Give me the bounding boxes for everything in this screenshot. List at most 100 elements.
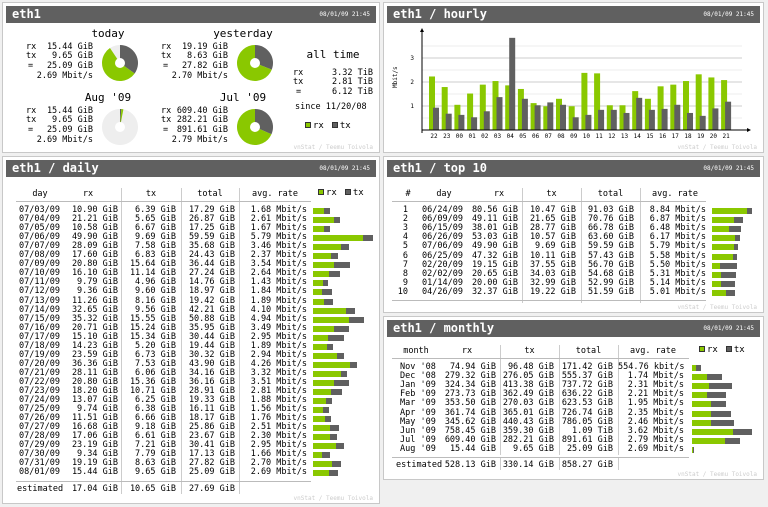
cell-month: Jul '09: [400, 434, 436, 445]
cell-total: 27.24 GiB: [188, 268, 235, 279]
cell-day: 07/03/09: [19, 205, 60, 215]
cell-day: 06/15/09: [422, 223, 463, 234]
daily-panel: eth1 / daily 08/01/09 21:45 vnStat / Teemu…: [2, 156, 380, 504]
x-tick-label: 06: [532, 133, 540, 140]
tx-value: 282.21 GiB: [176, 115, 228, 125]
bar-tx: [733, 244, 739, 251]
total-value: 25.09 GiB: [46, 125, 93, 135]
column-header: total: [597, 189, 624, 199]
x-tick-label: 13: [621, 133, 629, 140]
bar-tx: [322, 407, 330, 414]
table-row: 07/22/09 20.80 GiB 15.36 GiB 36.16 GiB 3.51 …: [3, 377, 379, 387]
traffic-bar: [313, 461, 341, 468]
x-tick-label: 15: [646, 133, 654, 140]
cell-total: 42.21 GiB: [188, 304, 235, 315]
column-separator: [239, 188, 240, 488]
monthly-panel: eth1 / monthly 08/01/09 21:45 vnStat / Tee…: [383, 316, 764, 480]
cell-tx: 440.43 GiB: [502, 416, 554, 427]
x-tick-label: 01: [468, 133, 476, 140]
bar-tx: [323, 226, 331, 233]
legend-rx-label: rx: [707, 345, 718, 355]
cell-avgrate: 3.62 Mbit/s: [627, 425, 684, 436]
bar-tx: [711, 410, 732, 417]
cell-rx: 38.01 GiB: [471, 223, 518, 234]
cell-tx: 9.65 GiB: [513, 443, 554, 454]
cell-avgrate: 5.31 Mbit/s: [649, 268, 706, 279]
cell-day: 07/27/09: [19, 422, 60, 433]
panel-header: eth1 / daily 08/01/09 21:45: [6, 160, 376, 177]
bar-rx: [313, 461, 333, 468]
cell-total: 30.41 GiB: [188, 440, 235, 451]
cell-avgrate: 6.17 Mbit/s: [649, 232, 706, 243]
bar-rx: [712, 226, 729, 233]
alltime-rx: 3.32 TiB: [332, 68, 373, 78]
cell-total: 25.09 GiB: [566, 443, 613, 454]
block-title: Jul '09: [219, 91, 267, 104]
bar-rx: [313, 253, 331, 260]
traffic-bar: [313, 389, 343, 395]
cell-month: Apr '09: [400, 407, 436, 418]
bar-rx: [313, 208, 324, 214]
cell-avgrate: 4.10 Mbit/s: [250, 304, 307, 315]
table-row: 07/18/09 14.23 GiB 5.20 GiB 19.44 GiB 1.89 M…: [3, 341, 379, 351]
bar-rx: [313, 298, 325, 305]
traffic-bar: [313, 298, 333, 305]
table-row: 10 04/26/09 32.37 GiB 19.22 GiB 51.59 GiB 5.0…: [384, 287, 763, 297]
rate-value: 2.69 Mbit/s: [36, 135, 93, 145]
table-row: Jul '09 609.40 GiB 282.21 GiB 891.61 GiB 2.7…: [384, 434, 763, 445]
rx-bar: [619, 105, 626, 130]
bar-rx: [712, 253, 733, 260]
cell-day: 07/14/09: [19, 304, 60, 315]
rate-value: 2.69 Mbit/s: [36, 71, 93, 81]
cell-avgrate: 5.58 Mbit/s: [649, 250, 706, 261]
table-row: May '09 345.62 GiB 440.43 GiB 786.05 GiB 2.4…: [384, 416, 763, 427]
cell-total: 36.44 GiB: [188, 259, 235, 270]
table-row: Mar '09 353.50 GiB 270.03 GiB 623.53 GiB 1.9…: [384, 399, 763, 408]
table-row: Aug '09 15.44 GiB 9.65 GiB 25.09 GiB 2.69 Mb…: [384, 443, 763, 454]
cell-day: 07/19/09: [19, 349, 60, 360]
cell-day: 07/26/09: [19, 413, 60, 424]
column-separator: [618, 345, 619, 455]
x-tick-label: 14: [634, 133, 642, 140]
cell-day: 07/08/09: [19, 250, 60, 261]
y-axis-label: Mbit/s: [392, 66, 399, 88]
tx-label: tx: [161, 115, 172, 125]
tx-bar: [661, 108, 668, 130]
bar-rx: [712, 244, 734, 251]
table-row: 07/20/09 36.36 GiB 7.53 GiB 43.90 GiB 4.26 M…: [3, 359, 379, 369]
header-rule: [392, 358, 689, 359]
cell-rank: 4: [402, 232, 408, 243]
rx-value: 15.44 GiB: [46, 106, 93, 116]
cell-rx: 609.40 GiB: [444, 434, 496, 445]
traffic-bar: [692, 419, 735, 426]
cell-rx: 11.51 GiB: [71, 413, 118, 424]
table-row: 07/14/09 32.65 GiB 9.56 GiB 42.21 GiB 4.10 M…: [3, 304, 379, 315]
cell-rx: 324.34 GiB: [444, 380, 496, 391]
column-header: avg. rate: [629, 346, 677, 356]
cell-total: 14.76 GiB: [188, 277, 235, 288]
cell-avgrate: 2.69 Mbit/s: [250, 467, 307, 478]
cell-avgrate: 1.84 Mbit/s: [250, 286, 307, 297]
column-header: tx: [524, 346, 535, 356]
cell-avgrate: 6.87 Mbit/s: [649, 214, 706, 225]
table-row: 8 02/02/09 20.65 GiB 34.03 GiB 54.68 GiB 5.31…: [384, 268, 763, 279]
cell-avgrate: 1.68 Mbit/s: [250, 205, 307, 215]
table-row: Jun '09 758.45 GiB 359.30 GiB 1.09 TiB 3.62 …: [384, 425, 763, 436]
traffic-bar: [313, 235, 373, 242]
rx-label: rx: [293, 68, 304, 78]
cell-total: 891.61 GiB: [561, 434, 613, 445]
legend-rx-label: rx: [313, 121, 324, 131]
traffic-bar: [313, 271, 341, 278]
bar-tx: [329, 271, 341, 278]
x-tick-label: 10: [583, 133, 591, 140]
cell-tx: 11.14 GiB: [129, 268, 176, 279]
cell-tx: 9.18 GiB: [135, 422, 176, 433]
footer-rule: [392, 457, 689, 458]
table-row: 07/25/09 9.74 GiB 6.38 GiB 16.11 GiB 1.56 Mb…: [3, 405, 379, 414]
traffic-bar: [313, 307, 356, 314]
tx-bar: [648, 109, 655, 130]
traffic-bar: [313, 280, 328, 287]
cell-rx: 19.15 GiB: [471, 259, 518, 270]
cell-rx: 53.03 GiB: [471, 232, 518, 243]
bar-rx: [313, 370, 342, 377]
